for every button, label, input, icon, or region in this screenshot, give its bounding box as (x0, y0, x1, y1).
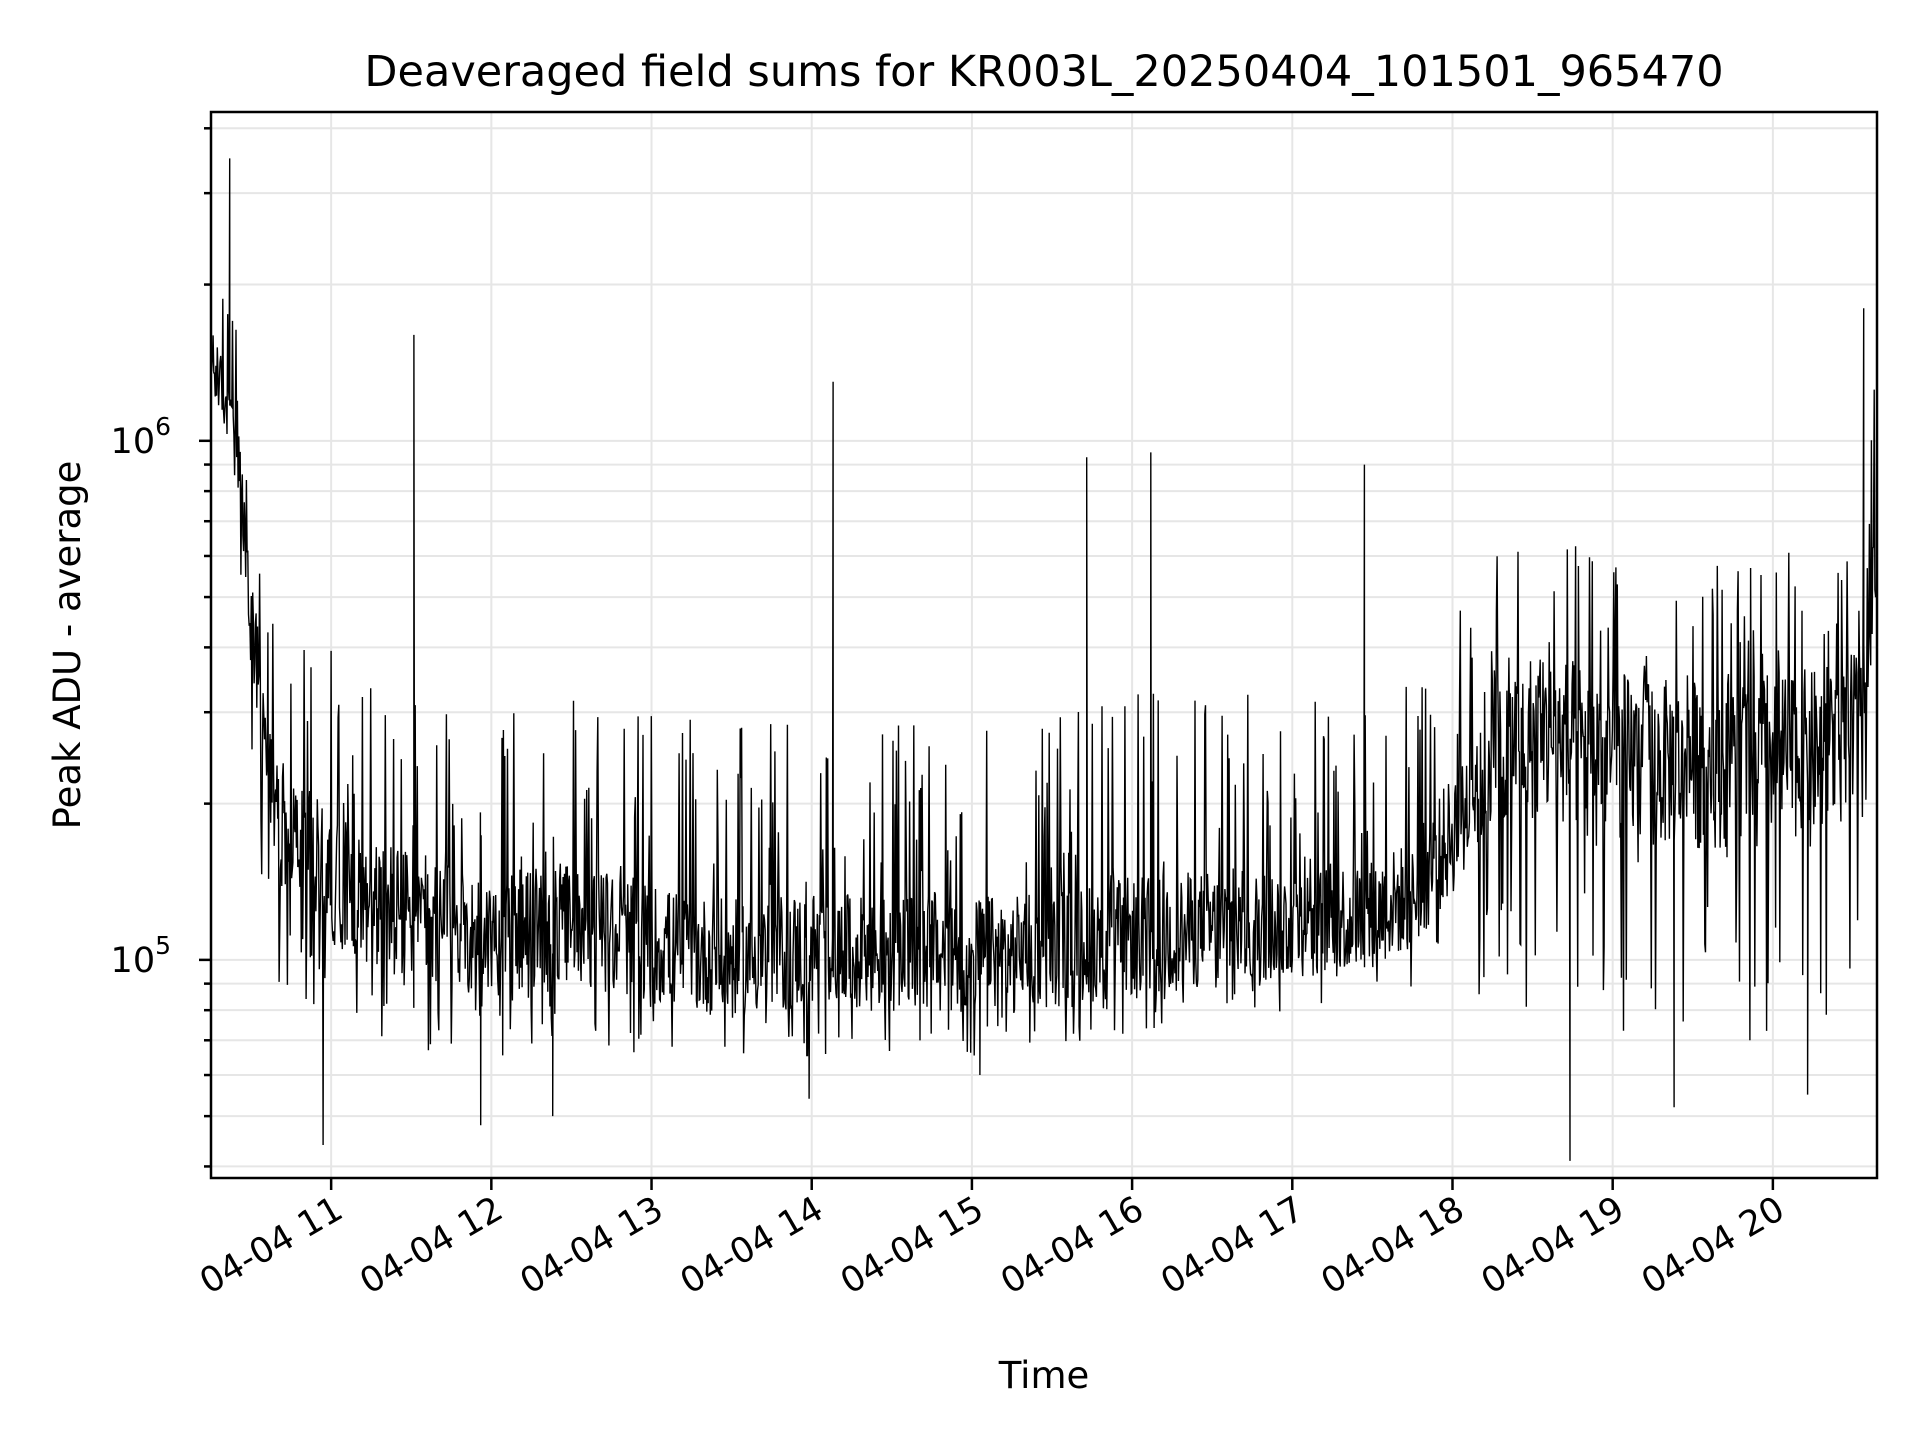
x-axis-label: Time (998, 1354, 1090, 1397)
chart-title: Deaveraged field sums for KR003L_2025040… (364, 47, 1723, 97)
grid-lines (211, 112, 1877, 1178)
plot-frame (209, 110, 1879, 1180)
series-line (210, 158, 1878, 1161)
y-axis-label: Peak ADU - average (46, 461, 89, 830)
series-layer (210, 158, 1878, 1161)
